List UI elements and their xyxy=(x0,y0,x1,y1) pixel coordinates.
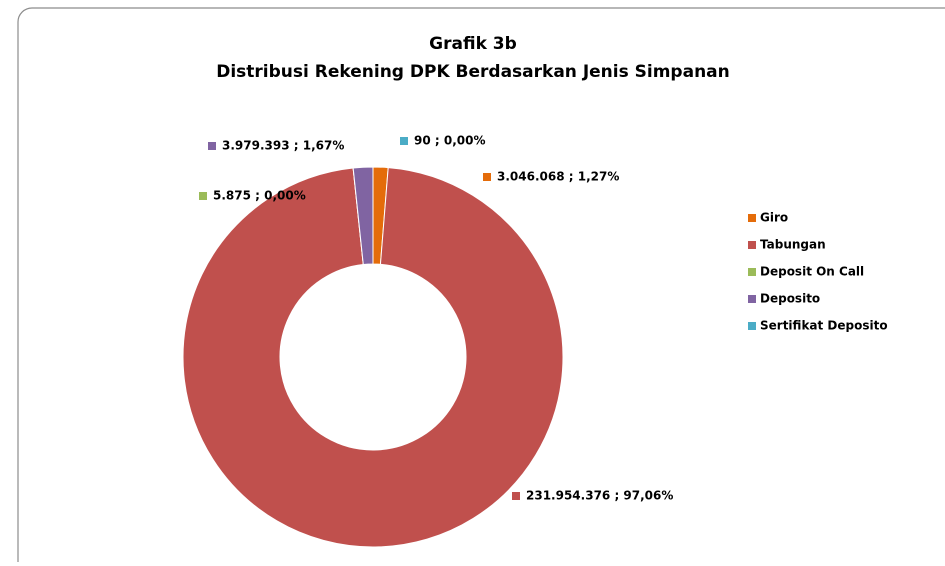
legend-swatch xyxy=(748,241,756,249)
label-key xyxy=(512,492,520,500)
legend-swatch xyxy=(748,214,756,222)
label-key xyxy=(400,137,408,145)
data-label: 3.979.393 ; 1,67% xyxy=(222,139,344,153)
legend-swatch xyxy=(748,295,756,303)
chart-title: Grafik 3b xyxy=(429,34,517,54)
data-label: 5.875 ; 0,00% xyxy=(213,189,306,203)
legend-label: Sertifikat Deposito xyxy=(760,319,888,333)
legend-label: Giro xyxy=(760,211,788,225)
data-label: 90 ; 0,00% xyxy=(414,134,485,148)
legend-label: Tabungan xyxy=(760,238,826,252)
legend-label: Deposit On Call xyxy=(760,265,864,279)
legend-swatch xyxy=(748,268,756,276)
legend-swatch xyxy=(748,322,756,330)
label-key xyxy=(208,142,216,150)
data-label: 231.954.376 ; 97,06% xyxy=(526,489,673,503)
data-label: 3.046.068 ; 1,27% xyxy=(497,170,619,184)
chart-subtitle: Distribusi Rekening DPK Berdasarkan Jeni… xyxy=(216,62,730,82)
label-key xyxy=(483,173,491,181)
label-key xyxy=(199,192,207,200)
legend-label: Deposito xyxy=(760,292,820,306)
